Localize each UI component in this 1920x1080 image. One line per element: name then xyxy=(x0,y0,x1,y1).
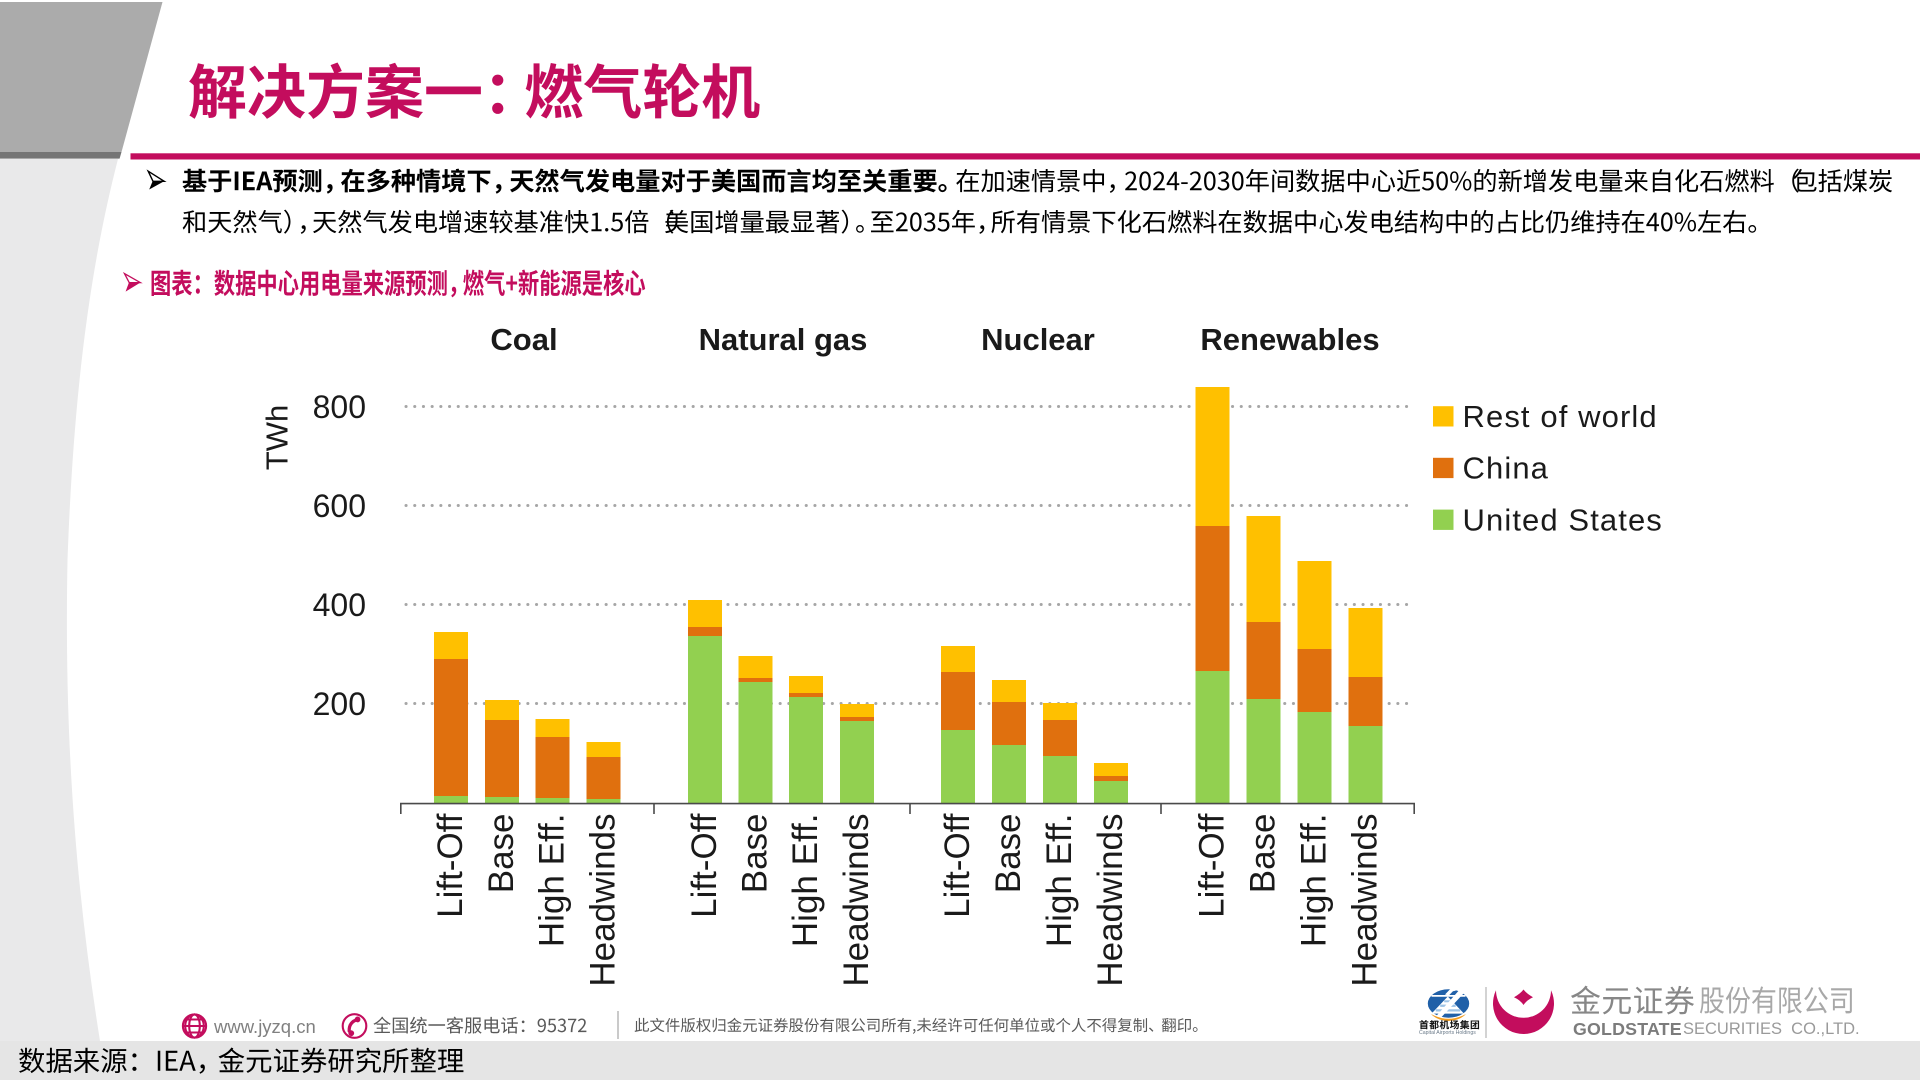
svg-text:400: 400 xyxy=(313,587,366,623)
svg-text:United States: United States xyxy=(1463,502,1663,537)
svg-text:Base: Base xyxy=(1244,814,1283,894)
svg-text:Lift-Off: Lift-Off xyxy=(431,813,470,918)
svg-text:Headwinds: Headwinds xyxy=(837,814,876,987)
svg-text:Renewables: Renewables xyxy=(1200,322,1379,357)
svg-text:600: 600 xyxy=(313,488,366,524)
svg-text:Headwinds: Headwinds xyxy=(584,814,623,987)
svg-text:Rest of world: Rest of world xyxy=(1463,399,1658,434)
svg-text:High Eff.: High Eff. xyxy=(786,814,825,948)
svg-text:Base: Base xyxy=(989,814,1028,894)
svg-text:Headwinds: Headwinds xyxy=(1346,814,1385,987)
svg-text:Lift-Off: Lift-Off xyxy=(1193,813,1232,918)
svg-text:Nuclear: Nuclear xyxy=(981,322,1095,357)
svg-text:China: China xyxy=(1463,451,1550,486)
svg-text:High Eff.: High Eff. xyxy=(533,814,572,948)
svg-text:TWh: TWh xyxy=(260,405,295,470)
svg-text:Base: Base xyxy=(482,814,521,894)
svg-text:High Eff.: High Eff. xyxy=(1295,814,1334,948)
svg-text:High Eff.: High Eff. xyxy=(1040,814,1079,948)
svg-text:Coal: Coal xyxy=(490,322,557,357)
svg-text:Natural gas: Natural gas xyxy=(699,322,868,357)
svg-text:Base: Base xyxy=(736,814,775,894)
svg-text:Lift-Off: Lift-Off xyxy=(938,813,977,918)
svg-text:200: 200 xyxy=(313,686,366,722)
svg-text:Headwinds: Headwinds xyxy=(1091,814,1130,987)
svg-text:800: 800 xyxy=(313,389,366,425)
svg-text:Lift-Off: Lift-Off xyxy=(685,813,724,918)
